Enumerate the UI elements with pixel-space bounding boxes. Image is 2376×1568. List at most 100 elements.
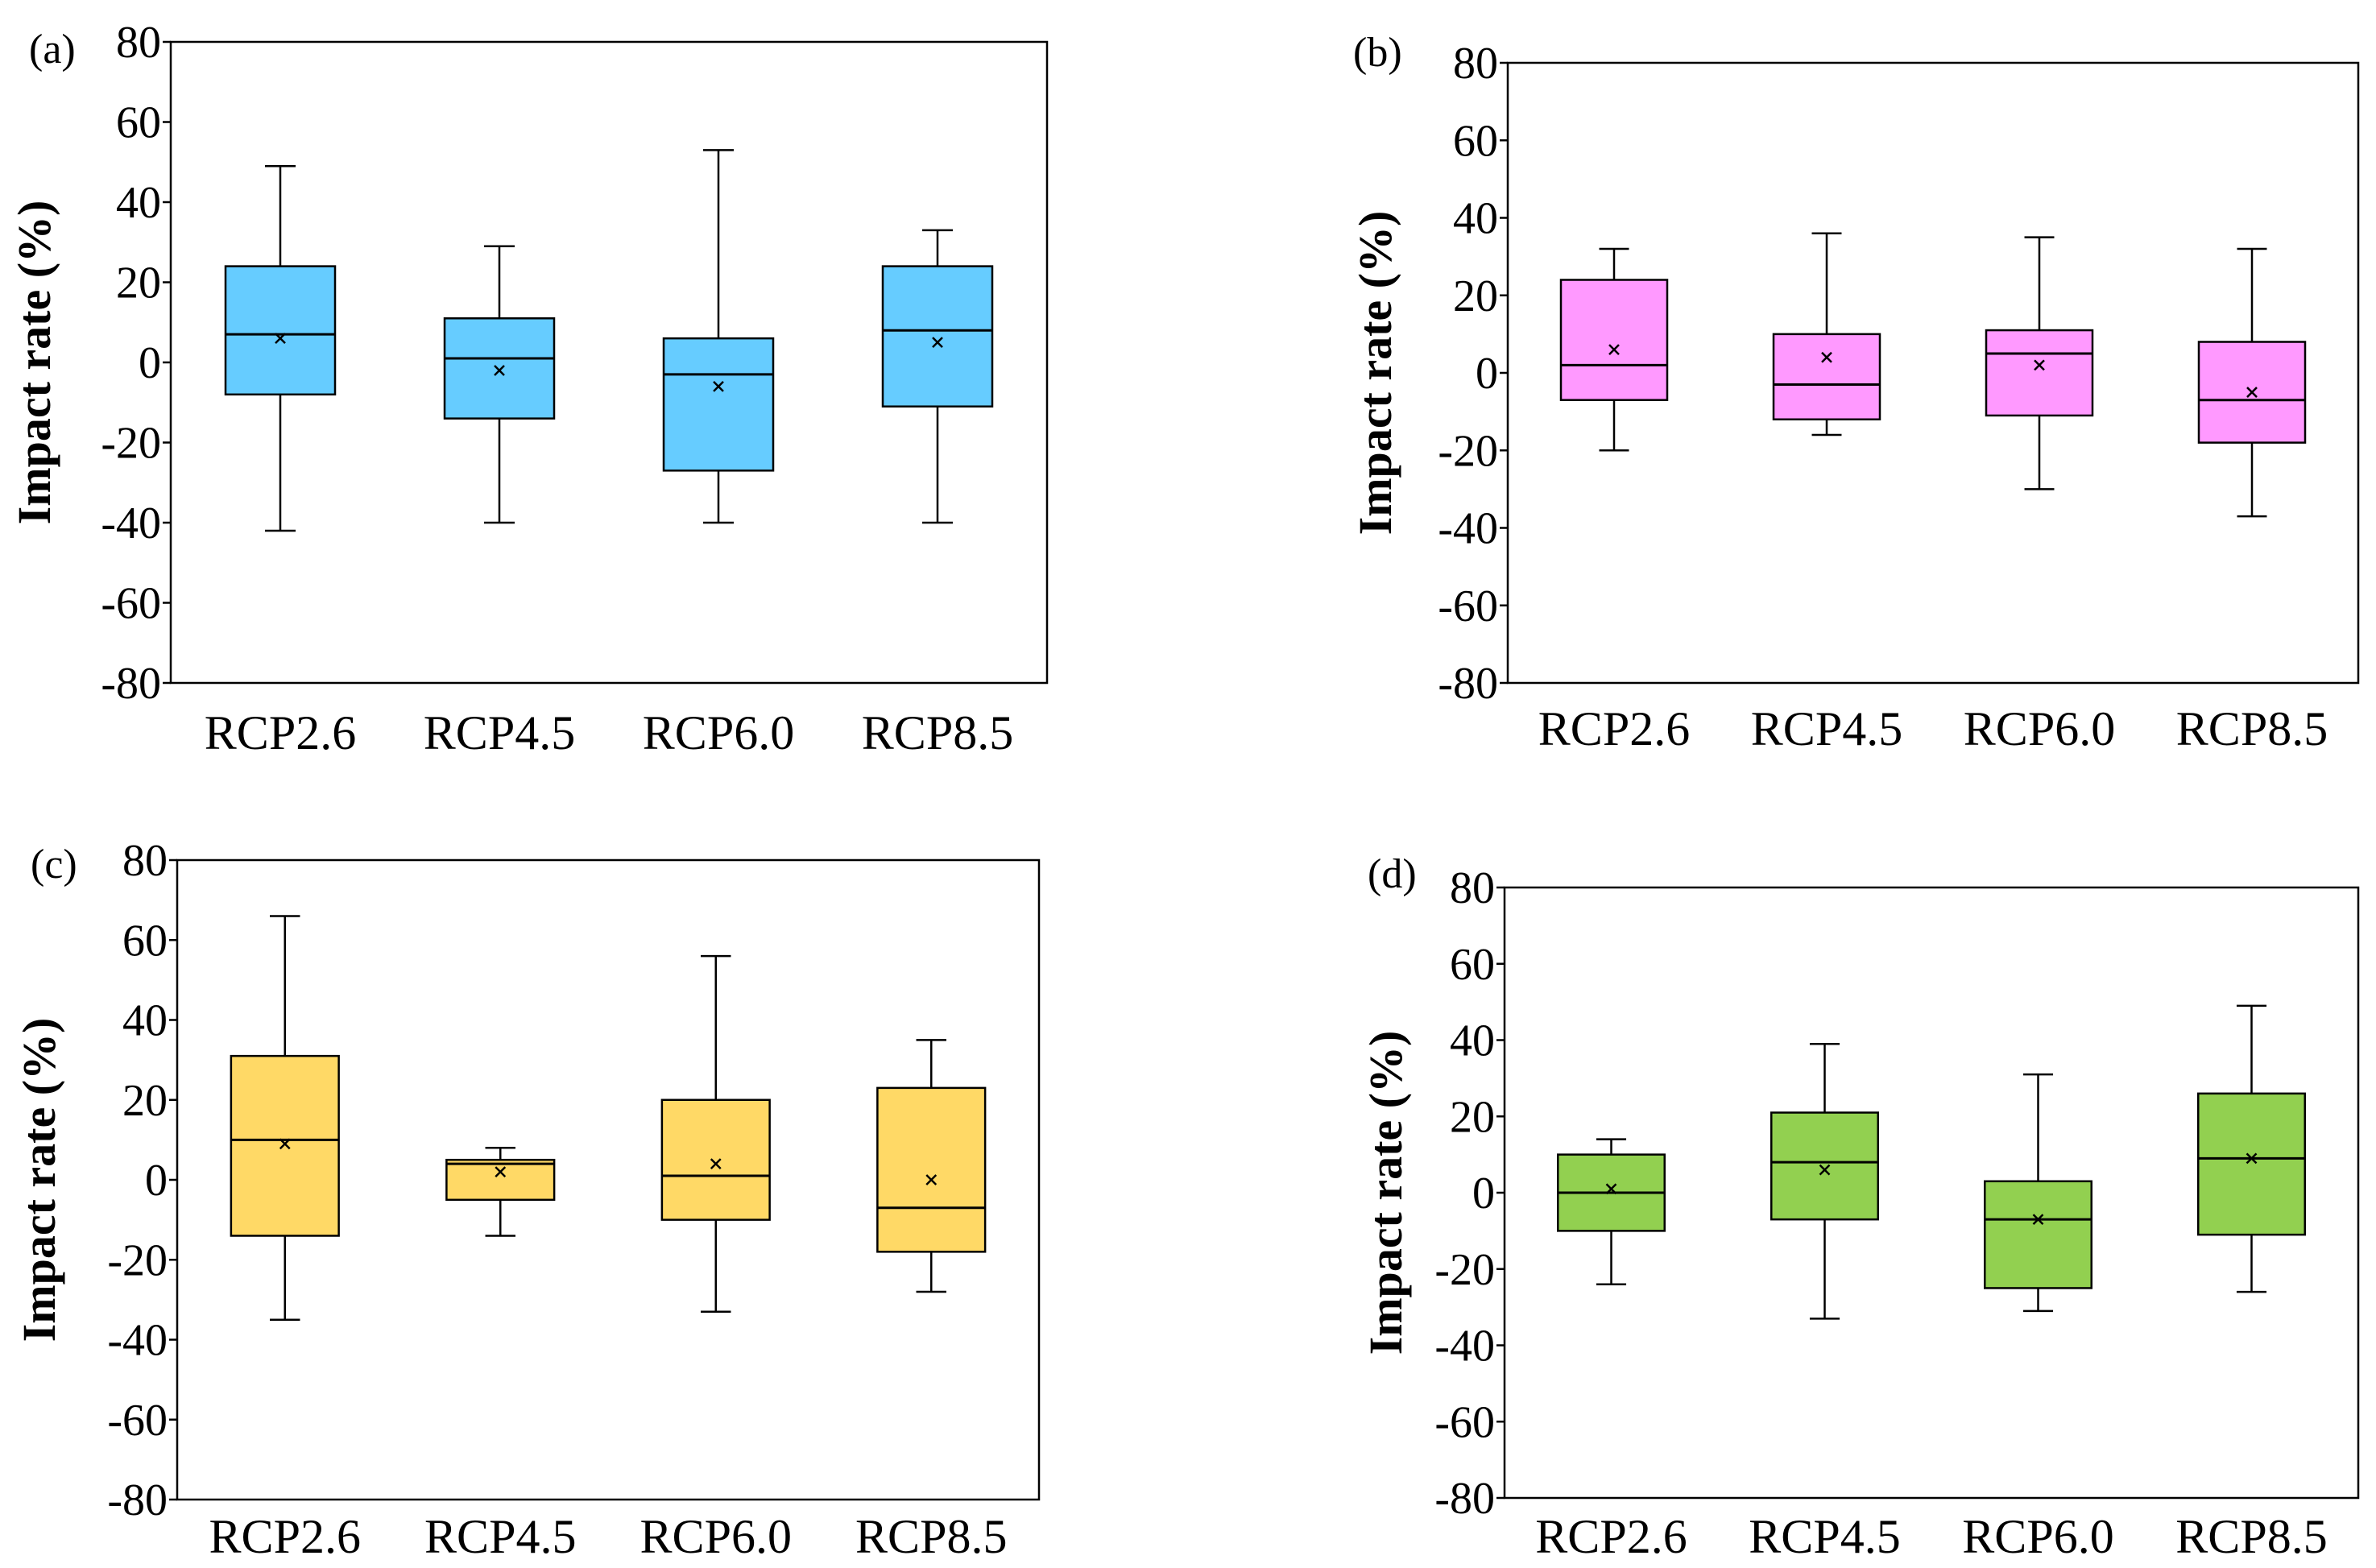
y-tick-label: 40 xyxy=(1453,194,1498,244)
y-tick-label: -80 xyxy=(101,659,161,709)
y-tick-label: -20 xyxy=(1438,426,1498,476)
x-category-label: RCP4.5 xyxy=(1749,1510,1900,1563)
x-category-label: RCP6.0 xyxy=(1964,702,2115,755)
y-tick-label: 60 xyxy=(122,916,168,966)
box-RCP6.0 xyxy=(1984,1073,2092,1313)
mean-marker-stroke xyxy=(2032,1214,2044,1226)
box-body xyxy=(443,317,556,420)
box-RCP2.6 xyxy=(230,915,340,1321)
x-category-label: RCP6.0 xyxy=(640,1510,792,1563)
box-RCP8.5 xyxy=(2197,1004,2306,1293)
mean-marker xyxy=(275,333,286,345)
mean-marker-stroke xyxy=(494,365,505,376)
mean-marker xyxy=(932,337,943,349)
x-category-label: RCP2.6 xyxy=(209,1510,361,1563)
y-tick-label: -40 xyxy=(1434,1322,1495,1371)
box-body xyxy=(445,1158,556,1202)
x-category-label: RCP2.6 xyxy=(205,706,356,759)
mean-marker-stroke xyxy=(495,1166,507,1177)
box-RCP2.6 xyxy=(1557,1138,1666,1285)
y-tick-label: 20 xyxy=(1453,271,1498,321)
y-tick-label: 60 xyxy=(1453,116,1498,166)
y-tick-label: 20 xyxy=(122,1076,168,1126)
x-category-label: RCP4.5 xyxy=(1751,702,1902,755)
panel-label: (a) xyxy=(29,27,76,72)
mean-marker-stroke xyxy=(932,337,943,349)
mean-marker xyxy=(2246,1152,2258,1165)
y-tick-label: -60 xyxy=(107,1396,168,1446)
mean-marker-stroke xyxy=(1819,1164,1831,1176)
y-tick-label: 80 xyxy=(1450,863,1495,913)
box-body xyxy=(230,1054,340,1237)
y-tick-label: -40 xyxy=(101,499,161,548)
y-tick-label: 0 xyxy=(1476,349,1498,399)
box-RCP8.5 xyxy=(881,229,994,524)
mean-marker xyxy=(1605,1183,1617,1195)
box-RCP8.5 xyxy=(876,1039,987,1293)
y-tick-label: 0 xyxy=(139,338,161,388)
mean-marker xyxy=(1821,351,1832,363)
y-tick-label: -20 xyxy=(1434,1245,1495,1295)
y-axis-label: Impact rate (%) xyxy=(1349,211,1401,536)
y-tick-label: -60 xyxy=(101,579,161,629)
x-category-label: RCP4.5 xyxy=(424,706,575,759)
box-body xyxy=(660,1098,771,1221)
y-tick-label: 60 xyxy=(116,98,161,148)
box-body xyxy=(881,265,994,408)
mean-marker xyxy=(494,365,505,376)
box-body xyxy=(1984,1180,2092,1289)
y-tick-label: -20 xyxy=(107,1235,168,1285)
panel-b: (b) 80 60 40 20 0 -20 -40 -60 -80 Impact rate (%) R… xyxy=(1349,30,2360,755)
mean-marker-stroke xyxy=(2246,1152,2258,1165)
mean-marker xyxy=(279,1138,291,1150)
box-body xyxy=(662,337,775,472)
box-body xyxy=(1559,279,1669,401)
y-tick-label: 40 xyxy=(1450,1016,1495,1066)
box-RCP6.0 xyxy=(660,954,771,1314)
box-RCP6.0 xyxy=(1985,236,2094,490)
box-RCP8.5 xyxy=(2197,247,2307,518)
x-category-label: RCP8.5 xyxy=(855,1510,1007,1563)
mean-marker-stroke xyxy=(713,380,724,392)
y-tick-label: 80 xyxy=(1453,39,1498,89)
mean-marker xyxy=(925,1174,938,1185)
mean-marker xyxy=(2032,1214,2044,1226)
mean-marker-stroke xyxy=(1608,344,1620,356)
panel-label: (b) xyxy=(1353,30,1402,76)
y-tick-label: -40 xyxy=(107,1316,168,1366)
mean-marker-stroke xyxy=(2034,359,2045,371)
box-RCP4.5 xyxy=(1770,1042,1879,1320)
mean-marker-stroke xyxy=(1821,351,1832,363)
box-RCP2.6 xyxy=(1559,247,1669,452)
mean-marker-stroke xyxy=(279,1138,291,1150)
y-tick-label: 0 xyxy=(1472,1169,1495,1218)
y-tick-label: 60 xyxy=(1450,940,1495,990)
y-tick-label: -80 xyxy=(1434,1474,1495,1524)
x-category-label: RCP8.5 xyxy=(2176,702,2328,755)
mean-marker xyxy=(495,1166,507,1177)
y-tick-label: 20 xyxy=(116,259,161,308)
panel-d: (d) 80 60 40 20 0 -20 -40 -60 -80 Impact rate (%) R… xyxy=(1360,851,2360,1563)
box-RCP4.5 xyxy=(1772,232,1881,436)
x-category-label: RCP8.5 xyxy=(2175,1510,2327,1563)
mean-marker-stroke xyxy=(710,1158,722,1170)
x-category-label: RCP2.6 xyxy=(1535,1510,1687,1563)
x-category-label: RCP6.0 xyxy=(643,706,794,759)
box-RCP4.5 xyxy=(445,1147,556,1237)
mean-marker xyxy=(1819,1164,1831,1176)
box-body xyxy=(876,1086,987,1253)
x-category-label: RCP2.6 xyxy=(1538,702,1690,755)
panel-c: (c) 80 60 40 20 0 -20 -40 -60 -80 Impact rate (%) R… xyxy=(13,836,1041,1563)
mean-marker-stroke xyxy=(275,333,286,345)
y-tick-label: 80 xyxy=(116,18,161,68)
y-tick-label: -60 xyxy=(1438,581,1498,631)
box-RCP4.5 xyxy=(443,245,556,524)
y-tick-label: -40 xyxy=(1438,504,1498,554)
y-tick-label: -80 xyxy=(1438,659,1498,709)
y-axis-label: Impact rate (%) xyxy=(8,201,60,525)
y-axis-label: Impact rate (%) xyxy=(1360,1031,1412,1355)
mean-marker xyxy=(2034,359,2045,371)
y-tick-label: -60 xyxy=(1434,1397,1495,1447)
panel-a: (a) 80 60 40 20 0 -20 -40 -60 -80 Impact rate (%) R… xyxy=(8,18,1049,759)
